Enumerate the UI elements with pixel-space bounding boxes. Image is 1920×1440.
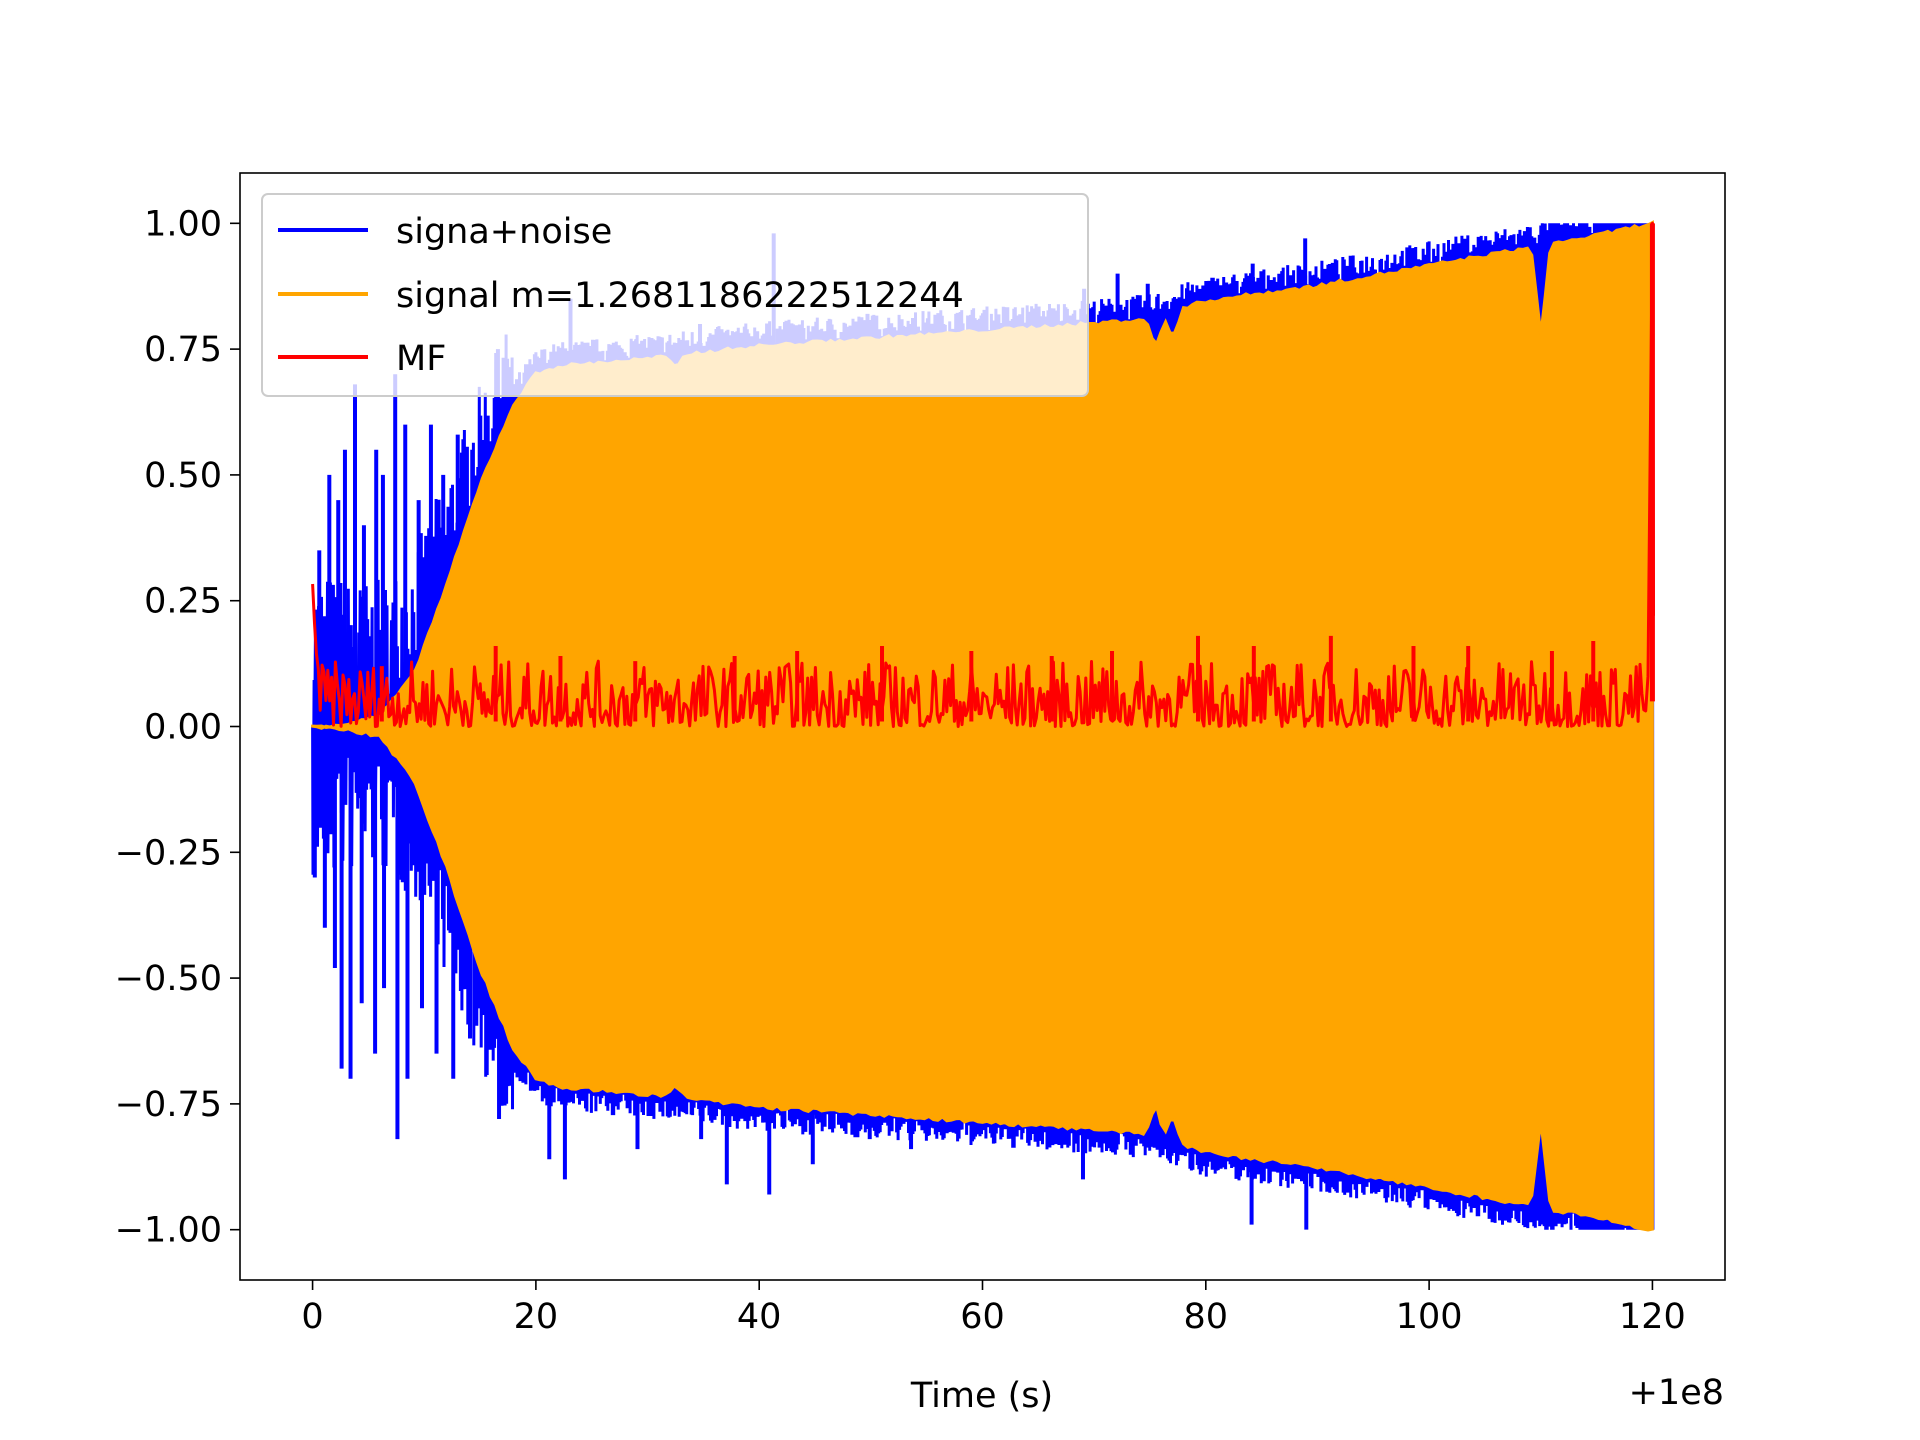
mf-line (311, 221, 1655, 728)
x-axis: 0 20 40 60 80 100 120 (301, 1280, 1686, 1337)
legend-label-mf: MF (396, 339, 446, 379)
x-tick-label: 60 (960, 1297, 1005, 1337)
x-tick-label: 80 (1184, 1297, 1229, 1337)
y-tick-label: 0.25 (144, 582, 222, 622)
x-tick-label: 100 (1396, 1297, 1463, 1337)
y-tick-label: 0.00 (144, 708, 222, 748)
x-axis-offset-label: +1e8 (1629, 1373, 1724, 1413)
y-tick-label: 0.75 (144, 330, 222, 370)
x-tick-label: 40 (737, 1297, 782, 1337)
y-tick-label: 0.50 (144, 456, 222, 496)
x-axis-label: Time (s) (910, 1376, 1053, 1416)
x-tick-label: 0 (301, 1297, 323, 1337)
legend-label-signal-noise: signa+noise (396, 212, 612, 252)
x-tick-label: 120 (1619, 1297, 1686, 1337)
y-tick-label: 1.00 (144, 204, 222, 244)
x-tick-label: 20 (514, 1297, 559, 1337)
y-tick-label: −0.50 (115, 959, 222, 999)
y-tick-label: −1.00 (115, 1211, 222, 1251)
legend-label-signal: signal m=1.2681186222512244 (396, 276, 964, 316)
y-tick-label: −0.25 (115, 833, 222, 873)
plot-area (311, 220, 1655, 1232)
y-tick-label: −0.75 (115, 1085, 222, 1125)
y-axis: 1.00 0.75 0.50 0.25 0.00 −0.25 −0.50 −0.75 −1.00 (115, 204, 240, 1251)
legend-box (261, 193, 1089, 397)
legend: signa+noise signal m=1.2681186222512244 … (261, 193, 1089, 397)
series-mf (311, 221, 1655, 728)
